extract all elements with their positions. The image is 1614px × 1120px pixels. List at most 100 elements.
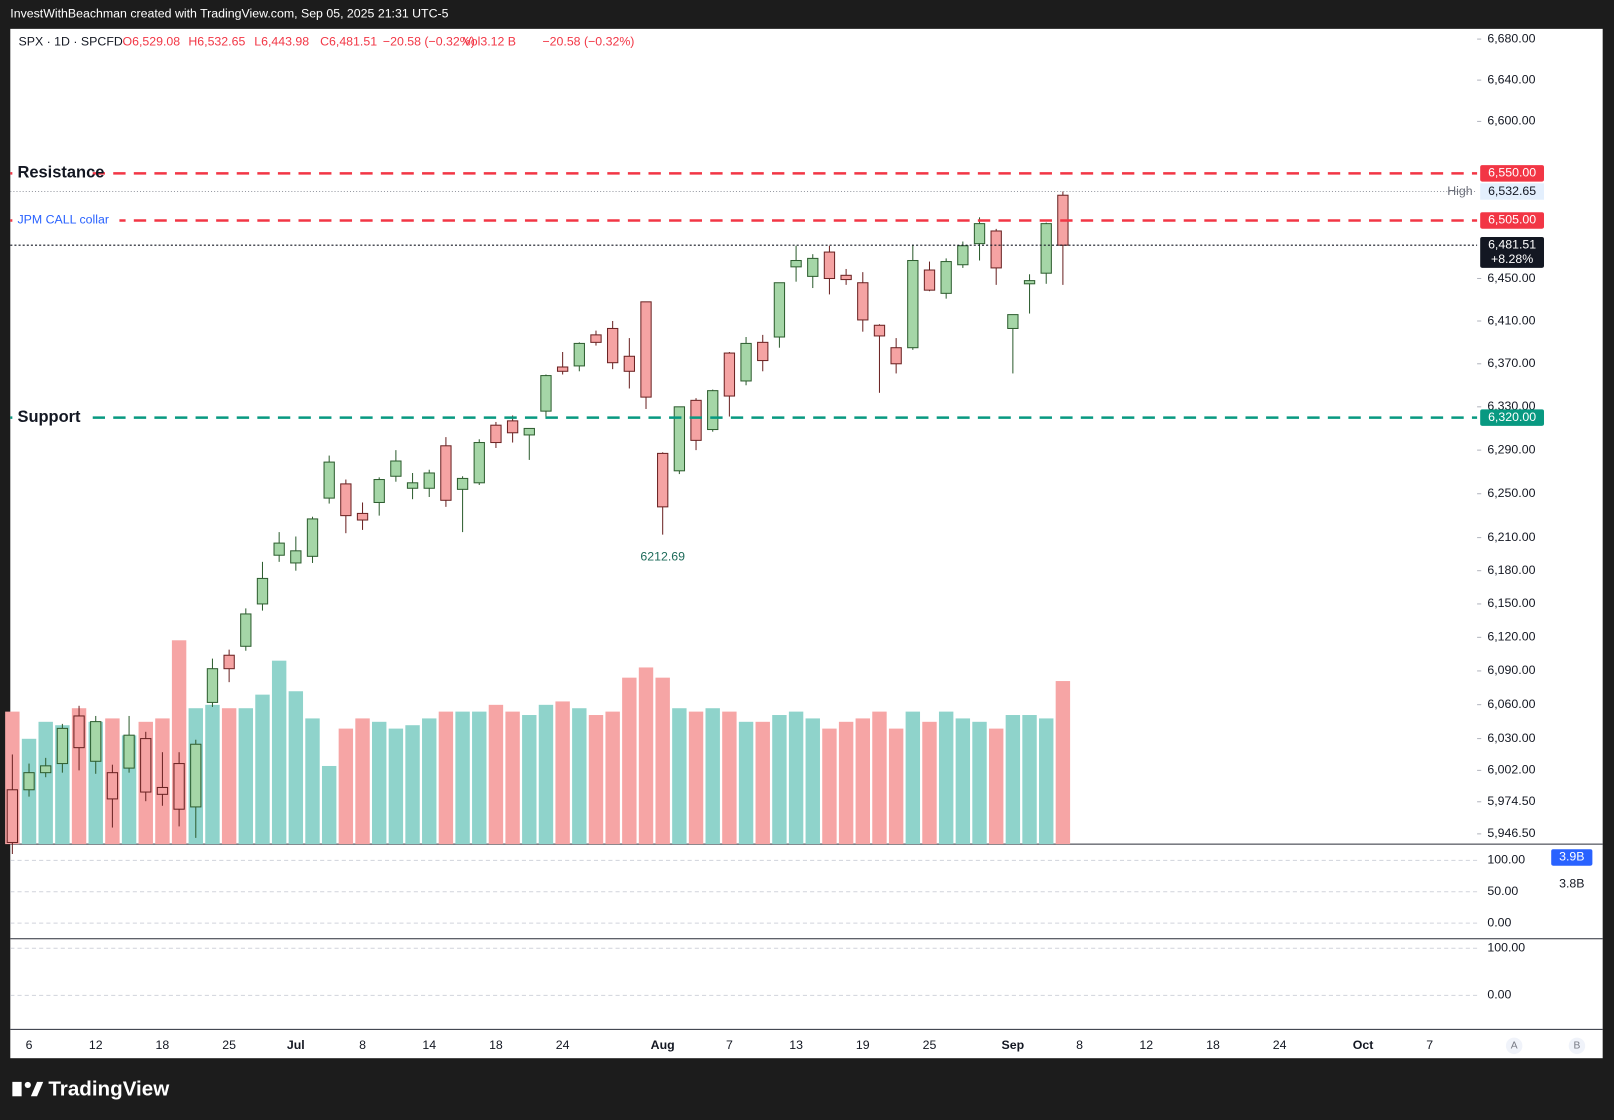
volume-bar xyxy=(438,711,454,845)
volume-bar xyxy=(822,728,837,845)
y-tick-label: 6,030.00 xyxy=(1487,731,1535,745)
y-tick-label: 6,250.00 xyxy=(1487,486,1535,500)
volume-bar xyxy=(455,711,470,845)
candle-body xyxy=(340,483,352,517)
x-tick-label: 25 xyxy=(923,1038,937,1052)
y-tick-label: 6,150.00 xyxy=(1487,596,1535,610)
brand: TradingView xyxy=(48,1078,170,1101)
legend-item: −20.58 (−0.32%) xyxy=(542,35,634,49)
scale-button-label[interactable]: A xyxy=(1511,1041,1518,1052)
level-price-box xyxy=(1480,409,1545,426)
scale-button-label[interactable]: B xyxy=(1574,1041,1581,1052)
volume-bar xyxy=(722,711,737,845)
volume-bar xyxy=(755,721,770,845)
pane-tick-label: 50.00 xyxy=(1487,884,1518,898)
volume-bar xyxy=(271,660,287,845)
y-tick-label: 6,002.00 xyxy=(1487,763,1535,777)
logo-shape xyxy=(30,1081,44,1097)
volume-bar xyxy=(938,711,954,845)
candle-body xyxy=(56,727,69,765)
volume-label: 3.9B xyxy=(1559,850,1584,864)
candle-body xyxy=(290,550,302,564)
low-annotation: 6212.69 xyxy=(640,550,685,564)
volume-bar xyxy=(988,728,1004,845)
volume-bar xyxy=(1005,715,1021,845)
candle-body xyxy=(223,654,235,670)
scale-button[interactable] xyxy=(1505,1037,1523,1055)
volume-bar xyxy=(505,711,520,845)
volume-bar xyxy=(672,708,687,845)
candle-body xyxy=(40,765,52,774)
volume-bar xyxy=(488,704,504,845)
volume-bar xyxy=(321,765,337,845)
x-tick-label: 19 xyxy=(856,1038,870,1052)
volume-bar xyxy=(405,725,420,845)
x-tick-label: Oct xyxy=(1353,1038,1374,1052)
y-tick-label: 6,120.00 xyxy=(1487,630,1535,644)
volume-bar xyxy=(288,691,304,845)
x-tick-label: 25 xyxy=(222,1038,236,1052)
pane-tick-label: 100.00 xyxy=(1487,853,1525,867)
x-tick-label: 12 xyxy=(89,1038,103,1052)
volume-bar xyxy=(972,721,987,845)
candle-body xyxy=(857,282,869,321)
volume-bar xyxy=(922,721,937,845)
candle-body xyxy=(190,743,202,808)
candle-body xyxy=(156,786,169,795)
x-tick-label: 14 xyxy=(422,1038,436,1052)
legend-item: SPX · 1D · SPCFD xyxy=(19,35,123,49)
candle-body xyxy=(106,772,119,800)
candle-body xyxy=(590,334,602,343)
candle-body xyxy=(273,542,285,556)
level-price-box xyxy=(1480,165,1545,182)
high-box xyxy=(1480,183,1545,200)
legend-item: −20.58 (−0.32%) xyxy=(383,35,475,49)
volume-bar xyxy=(522,715,537,845)
level-label-bg xyxy=(12,210,120,231)
volume-bar xyxy=(855,718,870,845)
candle-body xyxy=(757,341,769,362)
candle-body xyxy=(140,738,152,793)
level-price-label: 6,505.00 xyxy=(1488,213,1536,227)
candle-body xyxy=(356,512,369,521)
y-tick-label: 6,210.00 xyxy=(1487,530,1535,544)
x-tick-label: 12 xyxy=(1139,1038,1153,1052)
volume-bar xyxy=(238,708,254,845)
y-tick-label: 6,290.00 xyxy=(1487,442,1535,456)
x-tick-label: 8 xyxy=(1076,1038,1083,1052)
candle-body xyxy=(73,715,85,749)
volume-bar xyxy=(1055,681,1071,845)
y-tick-label: 6,640.00 xyxy=(1487,72,1535,86)
volume-bar xyxy=(805,718,820,845)
x-tick-label: 7 xyxy=(726,1038,733,1052)
brand-logo xyxy=(12,1081,44,1097)
candle-body xyxy=(456,477,469,490)
volume-bar xyxy=(705,708,720,845)
volume-label-box xyxy=(1551,849,1593,866)
candle-body xyxy=(523,427,535,436)
candle-body xyxy=(890,347,902,365)
candle-body xyxy=(657,452,669,508)
volume-bar xyxy=(388,728,404,845)
candle-body xyxy=(973,223,986,245)
candle-body xyxy=(440,445,452,501)
volume-bar xyxy=(638,667,654,845)
candle-body xyxy=(490,424,502,444)
volume-bar xyxy=(588,715,604,845)
y-tick-label: 6,090.00 xyxy=(1487,663,1535,677)
volume-bar xyxy=(572,708,587,845)
last-price-box xyxy=(1480,236,1545,268)
pane-tick-label: 0.00 xyxy=(1487,915,1511,929)
candle-body xyxy=(907,259,919,349)
logo-shape xyxy=(24,1081,31,1089)
candle-body xyxy=(773,282,786,338)
candle-body xyxy=(390,460,402,477)
volume-bar xyxy=(372,721,387,845)
candle-body xyxy=(123,734,135,769)
x-tick-label: 18 xyxy=(489,1038,503,1052)
y-tick-label: 6,600.00 xyxy=(1487,114,1535,128)
scale-button[interactable] xyxy=(1568,1037,1586,1055)
level-name: Resistance xyxy=(17,164,104,182)
y-tick-label: 5,974.50 xyxy=(1487,794,1535,808)
